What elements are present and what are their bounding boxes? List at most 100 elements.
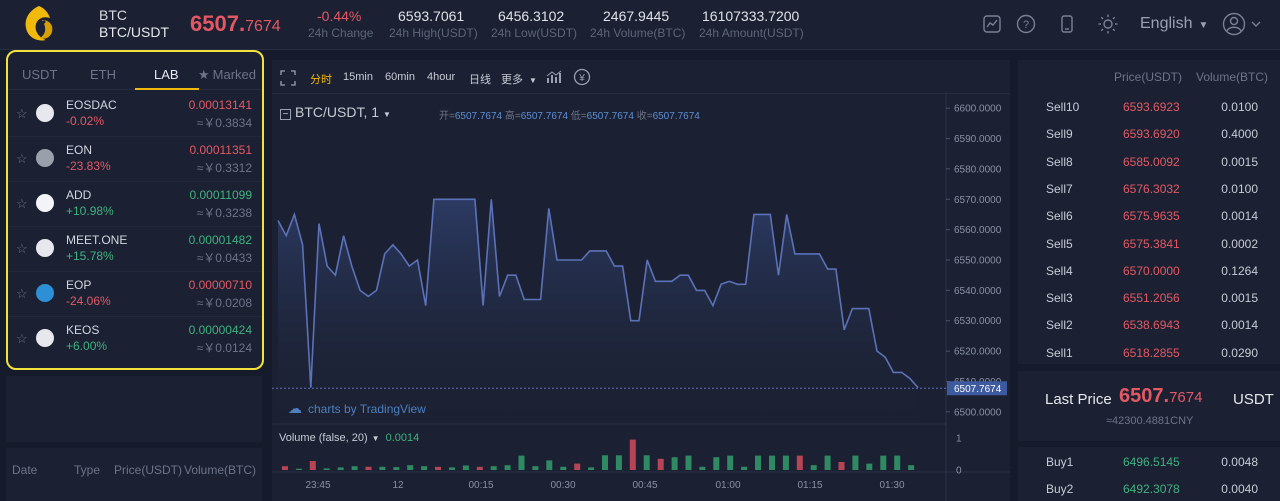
favorite-star-icon[interactable]: ☆ [16,151,28,166]
order-amount: 0.0040 [1221,482,1258,496]
sell-order-row[interactable]: Sell6 6575.9635 0.0014 [1018,202,1280,229]
coin-price: 0.00000424 [188,323,252,337]
eop-coin-icon [36,284,54,302]
tab-marked[interactable]: ★ Marked [198,67,256,83]
coin-change: +15.78% [66,249,114,263]
tradingview-watermark[interactable]: ☁ charts by TradingView [288,400,426,417]
open-label: 开= [439,111,455,122]
sell-order-row[interactable]: Sell9 6593.6920 0.4000 [1018,120,1280,147]
coin-row-eosdac[interactable]: ☆ EOSDAC -0.02% 0.00013141 ≈￥0.3834 [8,92,262,137]
mobile-icon[interactable] [1056,13,1078,35]
col-price: Price(USDT) [114,463,182,477]
y-tick-label: 6530.0000 [954,316,1002,327]
symbol-caret-icon[interactable]: ▼ [383,110,391,119]
sell-order-row[interactable]: Sell8 6585.0092 0.0015 [1018,148,1280,175]
user-avatar-icon[interactable] [1222,12,1262,36]
order-amount: 0.0002 [1221,236,1258,251]
coin-row-eon[interactable]: ☆ EON -23.83% 0.00011351 ≈￥0.3312 [8,137,262,182]
chevron-down-icon: ▼ [1198,20,1209,31]
favorite-star-icon[interactable]: ☆ [16,106,28,121]
interval-day[interactable]: 日线 [469,74,491,86]
svg-text:?: ? [1023,19,1029,31]
volume-bar [810,465,817,470]
indicators-icon[interactable] [546,70,562,84]
favorite-star-icon[interactable]: ☆ [16,286,28,301]
keos-coin-icon [36,329,54,347]
volume-bar [407,465,414,470]
favorite-star-icon[interactable]: ☆ [16,196,28,211]
pair-name: BTC/USDT [99,24,169,40]
add-coin-icon [36,194,54,212]
volume-bar [560,466,567,470]
language-select[interactable]: English ▼ [1140,15,1208,33]
fullscreen-icon[interactable] [280,70,296,86]
order-amount: 0.0100 [1221,181,1258,196]
collapse-legend-icon[interactable]: − [280,109,291,120]
col-volume-header: Volume(BTC) [1196,70,1269,84]
eosdac-coin-icon [36,104,54,122]
coin-row-add[interactable]: ☆ ADD +10.98% 0.00011099 ≈￥0.3238 [8,182,262,227]
chart-icon[interactable] [981,13,1003,35]
theme-sun-icon[interactable] [1097,13,1119,35]
dragon-logo-icon[interactable] [20,4,58,44]
interval-timeshare[interactable]: 分时 [310,74,332,86]
stat-24h-volume: 2467.9445 24h Volume(BTC) [590,8,685,42]
tab-lab[interactable]: LAB [154,67,179,82]
help-icon[interactable]: ? [1015,13,1037,35]
chart-symbol[interactable]: BTC/USDT, 1 [295,104,380,120]
stat-label: 24h Volume(BTC) [590,26,686,40]
stat-24h-change: -0.44% 24h Change [308,8,373,42]
coin-change: -0.02% [66,114,105,128]
volume-bar [880,455,887,470]
y-tick-label: 6550.0000 [954,256,1002,267]
volume-bar [449,467,455,470]
current-price: 6507.7674 [190,11,281,37]
settings-coin-icon[interactable]: ¥ [573,68,591,86]
sell-order-row[interactable]: Sell5 6575.3841 0.0002 [1018,230,1280,257]
sell-order-row[interactable]: Sell7 6576.3032 0.0100 [1018,175,1280,202]
volume-title[interactable]: Volume (false, 20) [279,432,368,444]
favorite-star-icon[interactable]: ☆ [16,331,28,346]
interval-4hour[interactable]: 4hour [427,71,456,83]
buy-order-row[interactable]: Buy2 6492.3078 0.0040 [1018,475,1280,501]
more-intervals[interactable]: 更多 ▼ [501,71,537,87]
volume-bar [518,455,525,470]
more-label: 更多 [501,74,523,86]
x-tick-label: 01:15 [797,480,822,491]
interval-15min[interactable]: 15min [343,71,373,83]
volume-bar [337,467,344,470]
order-label: Sell6 [1046,209,1073,224]
coin-change: -23.83% [66,159,111,173]
tab-eth[interactable]: ETH [90,67,116,82]
top-header: BTC BTC/USDT 6507.7674 -0.44% 24h Change… [0,0,1280,50]
order-price: 6576.3032 [1123,181,1180,196]
sell-order-row[interactable]: Sell3 6551.2056 0.0015 [1018,284,1280,311]
tab-usdt[interactable]: USDT [22,67,58,82]
favorite-star-icon[interactable]: ☆ [16,241,28,256]
coin-row-meet-one[interactable]: ☆ MEET.ONE +15.78% 0.00001482 ≈￥0.0433 [8,227,262,272]
volume-bar [351,466,358,470]
last-price-tag-label: 6507.7674 [954,384,1002,395]
volume-bar [476,466,483,470]
volume-bar [657,458,664,470]
sell-order-row[interactable]: Sell1 6518.2855 0.0290 [1018,339,1280,366]
coin-row-keos[interactable]: ☆ KEOS +6.00% 0.00000424 ≈￥0.0124 [8,317,262,362]
stat-24h-high: 6593.7061 24h High(USDT) [389,8,478,42]
coin-cny: ≈￥0.0124 [196,341,252,355]
col-date: Date [12,463,38,477]
buy-order-row[interactable]: Buy1 6496.5145 0.0048 [1018,448,1280,475]
price-chart-svg[interactable]: 6600.0000 6590.0000 6580.0000 6570.0000 6560… [272,60,1010,501]
sell-order-row[interactable]: Sell10 6593.6923 0.0100 [1018,93,1280,120]
volume-bar [588,467,595,470]
tradingview-cloud-icon: ☁ [288,400,302,416]
sell-order-row[interactable]: Sell4 6570.0000 0.1264 [1018,257,1280,284]
watermark-text: charts by TradingView [308,402,426,416]
order-amount: 0.0014 [1221,318,1258,333]
coin-row-eop[interactable]: ☆ EOP -24.06% 0.00000710 ≈￥0.0208 [8,272,262,317]
sell-order-row[interactable]: Sell2 6538.6943 0.0014 [1018,311,1280,338]
order-label: Sell1 [1046,345,1073,360]
last-price-int: 6507. [1119,385,1170,407]
volume-bar [435,466,441,470]
order-label: Sell3 [1046,291,1073,306]
interval-60min[interactable]: 60min [385,71,415,83]
